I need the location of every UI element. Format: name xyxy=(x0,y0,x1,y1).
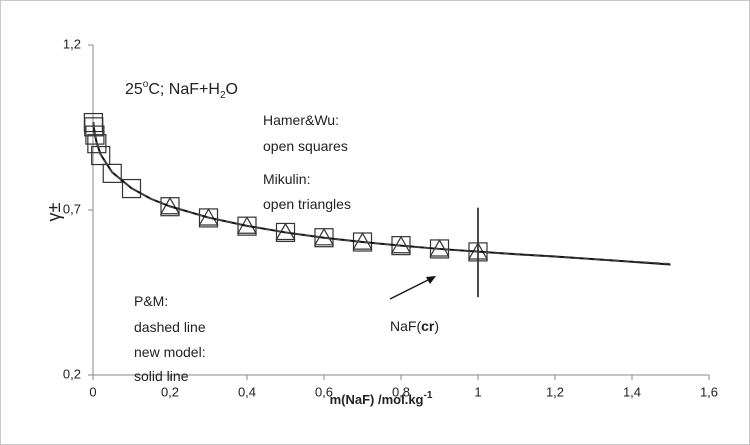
annotation-part: solid line xyxy=(134,368,189,384)
x-tick-label: 0 xyxy=(89,384,96,399)
annotation: NaF(cr) xyxy=(390,318,439,334)
y-tick-label: 0,7 xyxy=(63,201,81,216)
arrow-shaft xyxy=(389,278,431,300)
square-marker xyxy=(84,117,104,137)
annotation-part: Mikulin: xyxy=(263,171,310,187)
y-axis-label: γ± xyxy=(44,202,64,221)
annotation-part: o xyxy=(143,79,149,90)
triangle-marker xyxy=(159,196,181,215)
arrow-head xyxy=(426,276,436,284)
annotation-part: NaF( xyxy=(390,318,421,334)
annotation-part: 25 xyxy=(125,81,143,98)
annotation-part: ) xyxy=(434,318,439,334)
annotation: open triangles xyxy=(263,196,351,212)
y-tick-label: 1,2 xyxy=(63,36,81,51)
x-tick-label: 1 xyxy=(474,384,481,399)
annotation-part: O xyxy=(226,81,238,98)
annotation: solid line xyxy=(134,368,189,384)
annotation: P&M: xyxy=(134,293,168,309)
annotation: open squares xyxy=(263,138,348,154)
x-tick-label: 1,2 xyxy=(546,384,564,399)
square-marker xyxy=(121,178,142,199)
x-tick-label: 1,4 xyxy=(623,384,641,399)
x-tick-label: 0,4 xyxy=(238,384,256,399)
x-tick-label: 0,6 xyxy=(315,384,333,399)
annotation: 25oC; NaF+H2O xyxy=(125,79,238,101)
y-tick-label: 0,2 xyxy=(63,366,81,381)
x-tick-label: 0,2 xyxy=(161,384,179,399)
annotation-part: dashed line xyxy=(134,319,206,335)
annotation-part: open triangles xyxy=(263,196,351,212)
annotation: Hamer&Wu: xyxy=(263,112,339,128)
annotation-part: 2 xyxy=(220,90,226,101)
x-axis-label-part: m(NaF) /mol.kg xyxy=(330,392,424,407)
x-axis-label: m(NaF) /mol.kg-1 xyxy=(330,390,433,407)
x-tick-label: 1,6 xyxy=(700,384,718,399)
annotation-part: P&M: xyxy=(134,293,168,309)
dashed-line xyxy=(92,122,671,265)
square-marker xyxy=(91,145,111,166)
x-axis-label-part: -1 xyxy=(424,390,433,401)
annotation-part: Hamer&Wu: xyxy=(263,112,339,128)
annotation: Mikulin: xyxy=(263,171,310,187)
annotation: dashed line xyxy=(134,319,206,335)
square-marker xyxy=(102,163,122,183)
annotation-part: C; NaF+H xyxy=(148,81,220,98)
annotation-part: new model: xyxy=(134,344,206,360)
annotation-part: cr xyxy=(421,318,435,334)
square-marker xyxy=(87,134,107,154)
x-tick-label: 0,8 xyxy=(392,384,410,399)
annotation: new model: xyxy=(134,344,206,360)
annotation-part: open squares xyxy=(263,138,348,154)
